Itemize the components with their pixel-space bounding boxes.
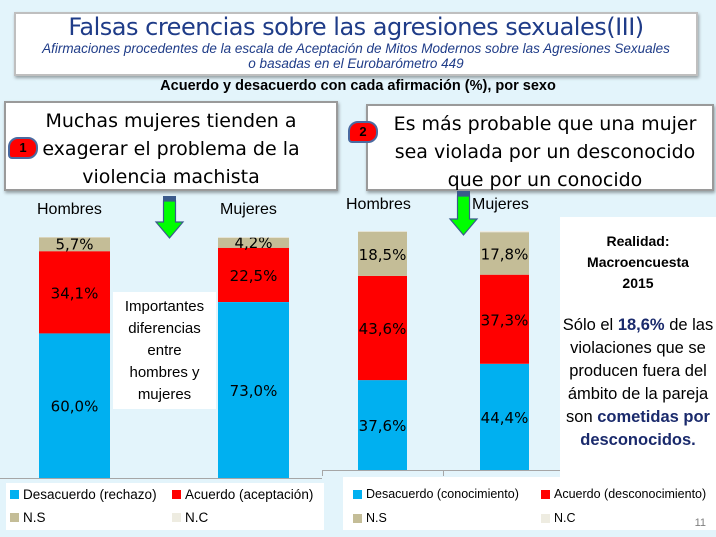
chart1-category-mujeres: Mujeres: [220, 201, 277, 218]
legend-label: Desacuerdo (conocimiento): [366, 487, 519, 501]
statement-1-line: violencia machista: [82, 166, 260, 188]
legend-label: N.S: [366, 511, 387, 525]
chart1-data-label: 4,2%: [234, 234, 272, 252]
down-arrow-icon: [154, 196, 185, 239]
note-line: mujeres: [137, 386, 192, 403]
chart1-bar-hombres-desacuerdo: [39, 333, 110, 478]
legend-swatch-acuerdo: [172, 490, 181, 499]
reality-emphasis: cometidas por desconocidos.: [580, 408, 710, 449]
page-number: 11: [694, 517, 706, 529]
legend-label: Acuerdo (desconocimiento): [554, 487, 707, 501]
reality-title-line: Realidad:: [606, 233, 670, 249]
chart1-bar-mujeres-acuerdo: [218, 247, 289, 302]
note-line: hombres y: [129, 364, 200, 381]
statement-2-line: Es más probable que una mujer: [393, 113, 697, 135]
statement-2-box: Es más probable que una mujer sea violad…: [366, 104, 714, 191]
chart1-bar-hombres-nc: [39, 237, 110, 238]
legend-swatch-desacuerdo: [353, 489, 362, 499]
statement-1-box: Muchas mujeres tienden a exagerar el pro…: [4, 101, 338, 191]
legend-label: N.C: [554, 511, 576, 525]
chart2-bar-hombres-acuerdo: [358, 275, 407, 381]
legend-swatch-nc: [541, 513, 550, 523]
legend-label: Acuerdo (aceptación): [185, 487, 314, 502]
legend-item: N.S: [10, 510, 46, 525]
statement-1-line: Muchas mujeres tienden a: [45, 110, 297, 132]
chart-heading: Acuerdo y desacuerdo con cada afirmación…: [160, 78, 556, 94]
chart1-category-hombres: Hombres: [37, 201, 102, 218]
legend-item: Desacuerdo (rechazo): [10, 487, 157, 502]
chart2-data-label: 44,4%: [481, 409, 529, 427]
differences-note: Importantes diferencias entre hombres y …: [113, 292, 216, 409]
down-arrow-icon: [448, 191, 479, 236]
title-box: Falsas creencias sobre las agresiones se…: [14, 12, 698, 76]
chart2-data-label: 43,6%: [359, 320, 407, 338]
reality-body-prefix: Sólo el: [562, 316, 618, 334]
note-line: entre: [147, 342, 182, 359]
chart2-bar-hombres-desacuerdo: [358, 380, 407, 470]
chart2-bar-mujeres-desacuerdo: [480, 363, 529, 470]
legend-label: N.S: [23, 510, 46, 525]
chart2-data-label: 18,5%: [359, 246, 407, 264]
legend-item: N.C: [172, 510, 208, 525]
legend-swatch-ns: [10, 513, 19, 522]
chart-1: 60,0% 34,1% 5,7% 73,0% 22,5% 4,2%: [39, 234, 289, 478]
chart1-bar-hombres-ns: [39, 237, 110, 252]
chart2-data-label: 37,6%: [359, 417, 407, 435]
statement-1-line: exagerar el problema de la: [42, 138, 300, 160]
chart1-data-label: 34,1%: [51, 284, 99, 302]
chart1-legend: Desacuerdo (rechazo) Acuerdo (aceptación…: [6, 483, 324, 530]
legend-item: Acuerdo (desconocimiento): [541, 487, 706, 501]
chart1-bar-mujeres-ns: [218, 237, 289, 248]
statement-2-badge: 2: [348, 121, 378, 143]
chart2-bar-hombres-ns: [358, 231, 407, 276]
note-line: diferencias: [128, 320, 201, 337]
legend-item: N.C: [541, 511, 576, 525]
statement-1-badge: 1: [8, 137, 38, 159]
chart2-legend: Desacuerdo (conocimiento) Acuerdo (desco…: [343, 477, 716, 530]
chart2-data-label: 37,3%: [481, 311, 529, 329]
legend-swatch-nc: [172, 513, 181, 522]
chart1-bar-hombres-acuerdo: [39, 251, 110, 334]
chart1-data-label: 60,0%: [51, 398, 99, 416]
chart1-bar-mujeres-desacuerdo: [218, 302, 289, 478]
subtitle-line-1: Afirmaciones procedentes de la escala de…: [42, 41, 670, 56]
chart1-data-label: 73,0%: [230, 382, 278, 400]
legend-swatch-desacuerdo: [10, 490, 19, 499]
chart2-bar-mujeres-acuerdo: [480, 274, 529, 364]
chart2-category-hombres: Hombres: [346, 196, 411, 213]
reality-highlight-value: 18,6%: [617, 316, 665, 334]
legend-swatch-acuerdo: [541, 489, 550, 499]
chart1-bar-mujeres-nc: [218, 237, 289, 238]
reality-box: Realidad: Macroencuesta 2015 Sólo el 18,…: [560, 217, 716, 480]
note-line: Importantes: [124, 298, 205, 315]
legend-item: Acuerdo (aceptación): [172, 487, 313, 502]
chart2-category-mujeres: Mujeres: [472, 196, 529, 213]
legend-item: N.S: [353, 511, 387, 525]
reality-body-mid: de las violaciones que se producen fuera…: [566, 316, 714, 426]
legend-label: Desacuerdo (rechazo): [23, 487, 157, 502]
legend-swatch-ns: [353, 513, 362, 523]
statement-2-line: sea violada por un desconocido: [394, 141, 696, 163]
reality-title-line: Macroencuesta: [587, 254, 689, 270]
reality-body: Sólo el 18,6% de las violaciones que se …: [560, 314, 716, 452]
chart1-data-label: 5,7%: [55, 235, 93, 253]
page-title: Falsas creencias sobre las agresiones se…: [68, 13, 644, 41]
chart2-bar-hombres-nc: [358, 231, 407, 232]
legend-item: Desacuerdo (conocimiento): [353, 487, 519, 501]
reality-title-line: 2015: [622, 275, 654, 291]
statement-2-line: que por un conocido: [447, 169, 643, 191]
chart2-bar-mujeres-nc: [480, 231, 529, 233]
chart2-bar-mujeres-ns: [480, 232, 529, 275]
chart1-data-label: 22,5%: [230, 267, 278, 285]
chart-2: 37,6% 43,6% 18,5% 44,4% 37,3% 17,8%: [358, 231, 529, 470]
chart2-data-label: 17,8%: [481, 246, 529, 264]
legend-label: N.C: [185, 510, 209, 525]
subtitle-line-2: o basadas en el Eurobarómetro 449: [248, 56, 464, 71]
